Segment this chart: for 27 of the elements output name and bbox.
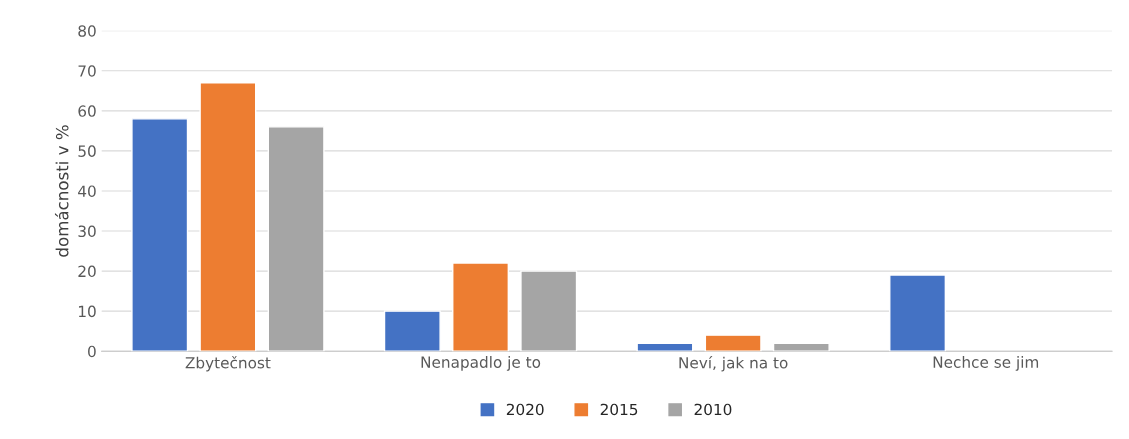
x-tick-label: Nechce se jim	[933, 356, 1039, 371]
y-tick-label: 30	[78, 225, 96, 238]
x-tick-label: Neví, jak na to	[679, 356, 788, 372]
y-axis-title: domácnosti v %	[54, 125, 69, 257]
bar	[889, 274, 947, 352]
x-tick-label: Nenapadlo je to	[421, 356, 541, 371]
legend-label: 2020	[506, 403, 544, 416]
y-tick-label: 20	[78, 265, 96, 278]
bar	[520, 270, 578, 352]
y-tick-label: 50	[78, 145, 96, 157]
bar	[383, 310, 441, 352]
y-tick-label: 70	[78, 65, 96, 77]
bar	[131, 118, 189, 352]
y-tick-label: 0	[88, 345, 96, 358]
y-tick-label: 10	[78, 305, 96, 318]
y-tick-label: 60	[78, 105, 96, 117]
bar	[772, 342, 830, 352]
bar	[199, 82, 257, 352]
bar	[636, 342, 694, 352]
y-tick-label: 80	[78, 25, 96, 37]
bar	[452, 262, 510, 352]
y-tick-label: 40	[78, 185, 96, 197]
legend-label: 2015	[600, 403, 638, 416]
x-tick-label: Zbytečnost	[185, 356, 271, 372]
legend-label: 2010	[694, 403, 732, 416]
bar	[704, 334, 762, 352]
bar	[267, 126, 325, 352]
